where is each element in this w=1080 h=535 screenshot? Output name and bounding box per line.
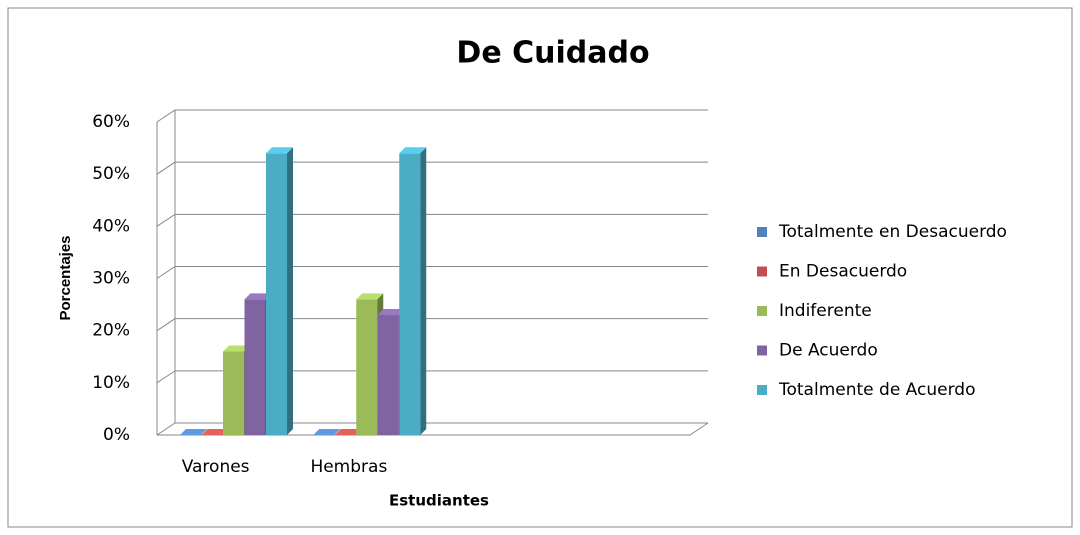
bar-front [244,299,266,435]
grid-line [156,318,708,332]
x-tick-label: Hembras [310,457,387,477]
y-tick-label: 0% [103,425,130,445]
bar-top [244,293,272,300]
bar [334,429,362,435]
grid-line [156,109,708,123]
legend-label: Totalmente de Acuerdo [778,380,975,400]
grid-line [156,161,708,175]
bar-top [356,293,384,300]
legend-label: Indiferente [779,301,872,321]
grid-line [156,213,708,227]
bar [313,429,341,435]
bar-side [420,147,427,436]
bar-top [334,429,362,435]
legend-label: En Desacuerdo [779,262,907,282]
bar-top [223,345,250,352]
chart-title: De Cuidado [456,36,649,71]
chart-border [7,7,1073,528]
y-tick-label: 30% [92,269,130,289]
bar-top [399,147,427,154]
y-tick-label: 40% [92,216,130,236]
bar-top [313,429,341,435]
grid-line [156,370,708,384]
bar-top [180,429,207,435]
legend-swatch [757,266,767,277]
bar-front [266,153,287,436]
bar [201,429,229,435]
bar [399,147,427,436]
legend-label: De Acuerdo [779,341,878,361]
legend-label: Totalmente en Desacuerdo [778,222,1007,242]
x-axis-label: Estudiantes [389,492,489,510]
bar-front [399,153,421,436]
bar-front [223,351,244,435]
bar-top [266,147,293,154]
bar [180,429,207,435]
bar-top [201,429,229,435]
x-tick-label: Varones [182,457,250,477]
bar-top [377,309,405,316]
y-tick-label: 10% [92,373,130,393]
floor-edge [157,422,709,436]
grid-line [156,422,708,436]
bar-side [287,147,293,436]
legend-swatch [757,345,767,356]
legend-swatch [757,306,767,316]
legend-swatch [757,385,767,395]
bar-front [356,299,378,435]
bar-front [377,315,399,435]
legend-swatch [757,227,767,237]
y-tick-label: 50% [92,164,130,184]
bar [266,147,293,436]
y-tick-label: 60% [92,112,130,132]
y-axis-label: Porcentajes [57,235,74,320]
y-tick-label: 20% [92,321,130,341]
grid-line [156,266,708,279]
